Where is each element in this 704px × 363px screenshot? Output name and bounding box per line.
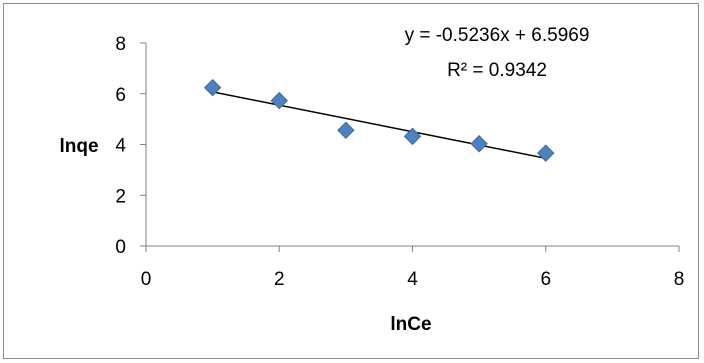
x-axis-title: lnCe — [390, 314, 431, 335]
data-point — [203, 78, 222, 97]
data-point — [403, 127, 422, 146]
x-tick-label: 8 — [674, 269, 685, 290]
x-tick-label: 4 — [407, 269, 418, 290]
data-point — [537, 144, 555, 162]
y-tick-labels: 0 2 4 6 8 — [115, 34, 126, 258]
y-axis-title: lnqe — [59, 136, 98, 157]
y-tick-label: 6 — [115, 85, 126, 106]
y-tick-label: 0 — [115, 237, 126, 258]
y-tick-label: 2 — [115, 186, 126, 207]
trendline-equation: y = -0.5236x + 6.5969 — [405, 25, 590, 46]
data-point — [337, 121, 355, 139]
x-tick-label: 0 — [141, 269, 152, 290]
chart-frame — [3, 3, 699, 359]
x-tick-label: 6 — [540, 269, 551, 290]
r-squared-label: R² = 0.9342 — [447, 60, 547, 81]
trendline — [212, 91, 546, 160]
y-tick-label: 4 — [115, 136, 126, 157]
data-point — [470, 135, 488, 153]
data-point — [270, 91, 288, 110]
data-points — [203, 78, 555, 162]
x-tick-labels: 0 2 4 6 8 — [141, 269, 685, 290]
axes — [140, 42, 680, 252]
y-tick-label: 8 — [115, 34, 126, 55]
x-tick-label: 2 — [274, 269, 285, 290]
